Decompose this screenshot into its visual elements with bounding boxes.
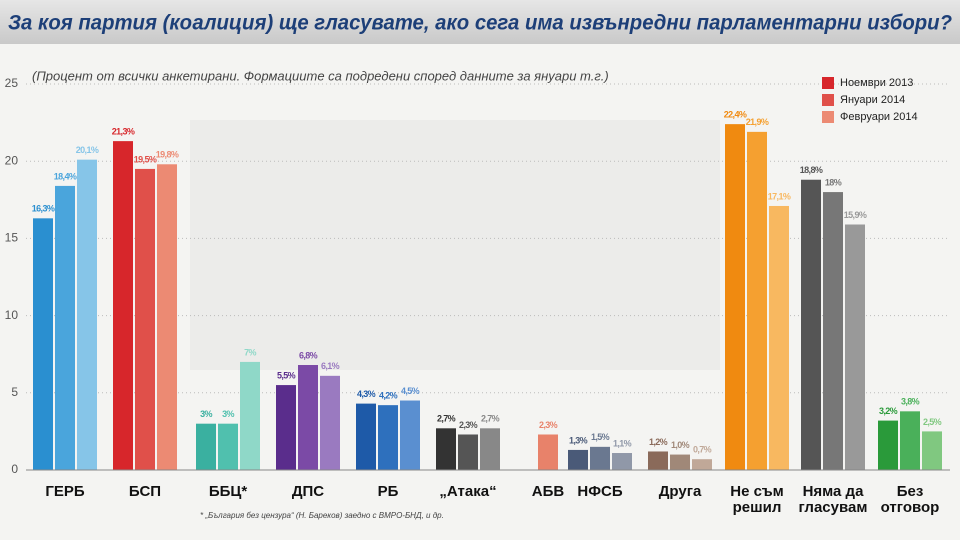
value-label: 16,3%	[32, 204, 55, 214]
bar	[33, 218, 53, 470]
bar	[878, 420, 898, 470]
x-tick-label: АБВ	[531, 483, 565, 500]
bar	[769, 205, 789, 470]
legend-swatch	[822, 77, 834, 89]
x-tick-label: ДПС	[291, 483, 325, 500]
value-label: 3%	[222, 409, 234, 419]
value-label: 18,4%	[54, 171, 77, 181]
bar	[922, 431, 942, 470]
value-label: 1,3%	[569, 435, 588, 445]
value-label: 1,5%	[591, 432, 610, 442]
legend-swatch	[822, 94, 834, 106]
x-tick-label: НФСБ	[577, 483, 623, 500]
value-label: 22,4%	[724, 110, 747, 120]
value-label: 7%	[244, 347, 256, 357]
bar	[480, 428, 500, 470]
x-tick-label: „Атака“	[439, 483, 497, 500]
bar	[692, 459, 712, 470]
value-label: 20,1%	[76, 145, 99, 155]
value-label: 19,8%	[156, 150, 179, 160]
subtitle: (Процент от всички анкетирани. Формациит…	[32, 68, 609, 83]
bar	[900, 411, 920, 470]
y-tick-label: 0	[11, 462, 18, 476]
x-tick-label: Не съм решил	[730, 483, 784, 516]
value-label: 3%	[200, 409, 212, 419]
bar	[725, 124, 745, 471]
bar	[538, 434, 558, 470]
value-label: 4,5%	[401, 386, 420, 396]
background-building	[190, 120, 720, 370]
value-label: 17,1%	[768, 191, 791, 201]
bar	[568, 449, 588, 470]
bar	[276, 385, 296, 470]
bar	[612, 453, 632, 470]
footnote: * „България без цензура“ (Н. Бареков) за…	[200, 511, 444, 520]
y-tick-label: 5	[11, 385, 18, 399]
bar	[196, 423, 216, 470]
bar	[77, 159, 97, 470]
legend-label: Януари 2014	[840, 94, 905, 106]
value-label: 2,7%	[437, 414, 456, 424]
value-label: 2,3%	[459, 420, 478, 430]
value-label: 3,8%	[901, 397, 920, 407]
x-tick-label: БСП	[128, 483, 162, 500]
value-label: 4,3%	[357, 389, 376, 399]
x-tick-label: Без отговор	[880, 483, 940, 516]
bar	[55, 185, 75, 471]
value-label: 1,2%	[649, 437, 668, 447]
value-label: 3,2%	[879, 406, 898, 416]
bar	[135, 168, 155, 471]
value-label: 4,2%	[379, 391, 398, 401]
value-label: 6,1%	[321, 361, 340, 371]
value-label: 2,7%	[481, 414, 500, 424]
value-label: 21,9%	[746, 117, 769, 127]
bar	[458, 434, 478, 470]
bar	[747, 131, 767, 470]
value-label: 1,1%	[613, 438, 632, 448]
bar	[400, 400, 420, 470]
y-tick-label: 25	[5, 76, 19, 90]
x-tick-label: Друга	[658, 483, 702, 500]
bar	[240, 361, 260, 470]
bar	[801, 179, 821, 470]
value-label: 2,5%	[923, 417, 942, 427]
bar	[378, 405, 398, 470]
value-label: 1,0%	[671, 440, 690, 450]
value-label: 0,7%	[693, 445, 712, 455]
bar	[218, 423, 238, 470]
bar	[845, 224, 865, 470]
value-label: 18,8%	[800, 165, 823, 175]
value-label: 19,5%	[134, 154, 157, 164]
legend-swatch	[822, 111, 834, 123]
chart-title: За коя партия (коалиция) ще гласувате, а…	[8, 12, 952, 35]
legend-label: Ноември 2013	[840, 77, 913, 89]
bar	[298, 365, 318, 470]
x-tick-label: ГЕРБ	[45, 483, 85, 500]
x-tick-label: Няма да гласувам	[798, 483, 868, 516]
legend-label: Февруари 2014	[840, 111, 918, 123]
x-tick-label: ББЦ*	[208, 483, 248, 500]
y-tick-label: 20	[5, 153, 19, 167]
value-label: 6,8%	[299, 350, 318, 360]
value-label: 2,3%	[539, 420, 558, 430]
bar	[590, 446, 610, 470]
value-label: 15,9%	[844, 210, 867, 220]
bar	[320, 375, 340, 470]
value-label: 18%	[825, 177, 842, 187]
value-label: 21,3%	[112, 127, 135, 137]
y-tick-label: 15	[5, 231, 19, 245]
bar	[113, 141, 133, 471]
bar	[436, 428, 456, 470]
x-tick-label: РБ	[377, 483, 399, 500]
y-tick-label: 10	[5, 308, 19, 322]
bar	[157, 164, 177, 470]
title-band	[0, 0, 960, 44]
bar	[356, 403, 376, 470]
bar	[648, 451, 668, 470]
value-label: 5,5%	[277, 370, 296, 380]
bar	[823, 192, 843, 470]
bar	[670, 454, 690, 470]
